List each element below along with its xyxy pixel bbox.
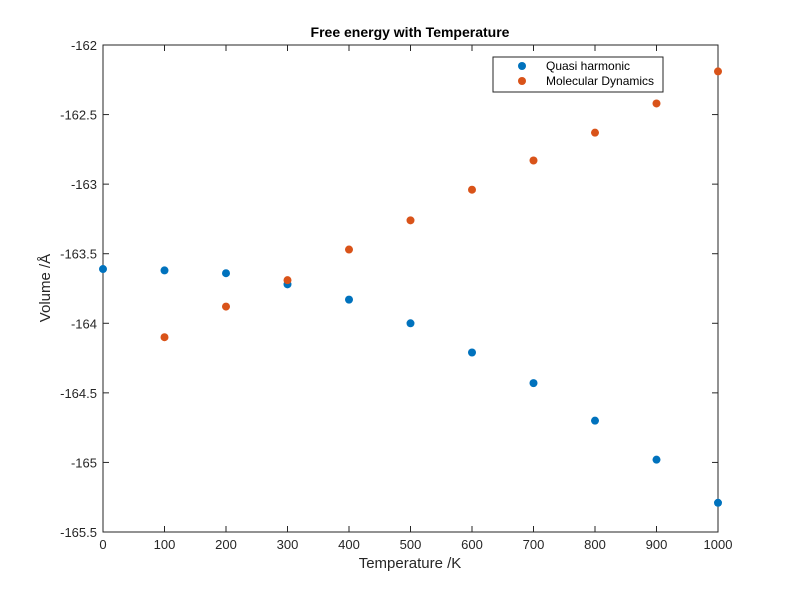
point-molecular-dynamics <box>468 185 476 194</box>
point-molecular-dynamics <box>160 333 169 342</box>
x-tick-label: 500 <box>400 537 422 552</box>
legend-label-quasi-harmonic: Quasi harmonic <box>546 59 630 73</box>
x-tick-label: 700 <box>523 537 545 552</box>
point-quasi-harmonic <box>652 455 661 464</box>
y-tick-label: -164.5 <box>60 386 97 401</box>
point-molecular-dynamics <box>714 67 722 76</box>
point-quasi-harmonic <box>591 416 599 425</box>
y-tick-label: -163.5 <box>60 247 97 262</box>
y-tick-label: -162.5 <box>60 108 97 123</box>
x-axis-label: Temperature /K <box>359 555 462 572</box>
plot-area <box>102 44 719 533</box>
x-tick-label: 600 <box>461 537 483 552</box>
x-tick-label: 100 <box>154 537 176 552</box>
point-molecular-dynamics <box>591 128 599 137</box>
legend: Quasi harmonic Molecular Dynamics <box>492 56 664 93</box>
y-tick-label: -165.5 <box>60 525 97 540</box>
point-quasi-harmonic <box>468 348 476 357</box>
y-tick-label: -165 <box>71 455 97 470</box>
legend-marker-quasi-harmonic <box>518 62 526 70</box>
point-quasi-harmonic <box>222 269 230 278</box>
legend-marker-molecular-dynamics <box>518 77 526 85</box>
point-molecular-dynamics <box>406 216 415 225</box>
x-tick-label: 200 <box>215 537 237 552</box>
chart-title: Free energy with Temperature <box>311 24 510 40</box>
legend-label-molecular-dynamics: Molecular Dynamics <box>546 74 654 88</box>
point-quasi-harmonic <box>99 265 107 274</box>
y-tick-label: -162 <box>71 38 97 53</box>
y-tick-label: -164 <box>71 316 97 331</box>
point-quasi-harmonic <box>160 266 169 275</box>
point-quasi-harmonic <box>714 498 722 507</box>
x-tick-label: 0 <box>99 537 106 552</box>
x-tick-label: 900 <box>646 537 668 552</box>
point-molecular-dynamics <box>222 302 230 311</box>
point-quasi-harmonic <box>406 319 415 328</box>
x-tick-label: 300 <box>277 537 299 552</box>
point-molecular-dynamics <box>529 156 538 165</box>
point-molecular-dynamics <box>283 276 292 285</box>
y-tick-label: -163 <box>71 177 97 192</box>
y-axis-label: Volume /Å <box>37 254 54 322</box>
point-quasi-harmonic <box>529 379 538 388</box>
point-molecular-dynamics <box>652 99 661 108</box>
point-molecular-dynamics <box>345 245 353 254</box>
x-tick-label: 1000 <box>704 537 733 552</box>
x-tick-label: 800 <box>584 537 606 552</box>
point-quasi-harmonic <box>345 295 353 304</box>
x-tick-label: 400 <box>338 537 360 552</box>
